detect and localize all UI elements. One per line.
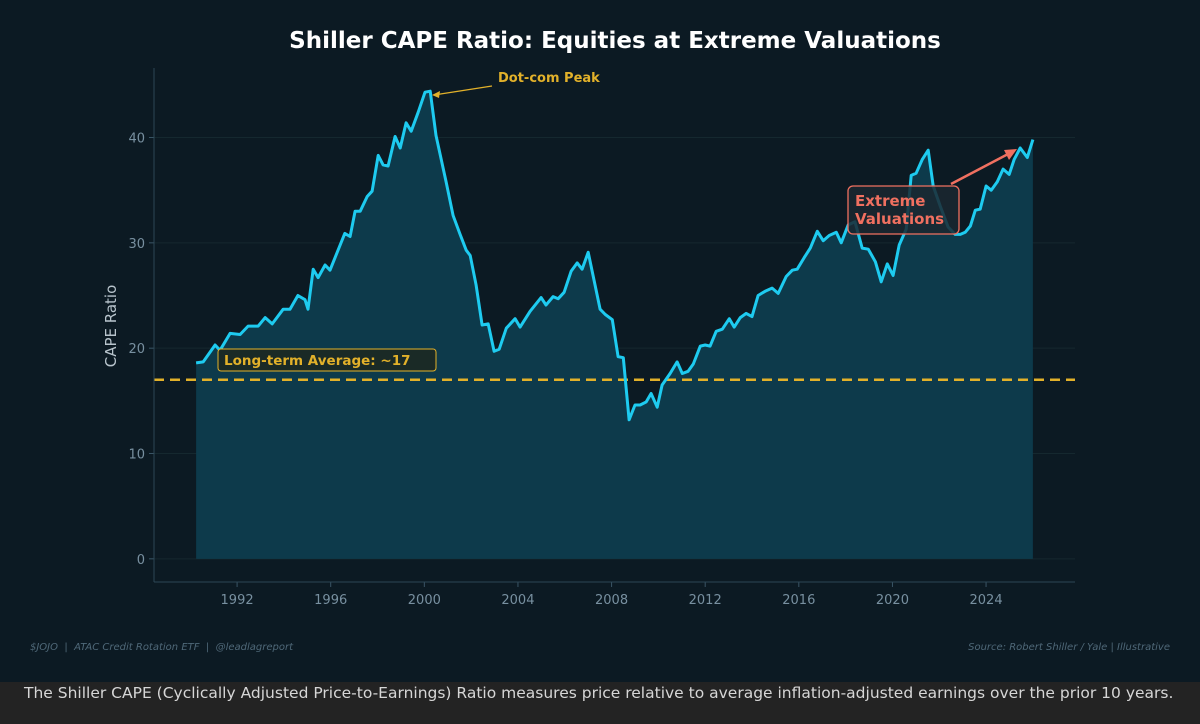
footer-right: Source: Robert Shiller / Yale | Illustra… [968,642,1170,653]
caption: The Shiller CAPE (Cyclically Adjusted Pr… [0,682,1200,724]
x-tick-label: 2012 [689,593,722,608]
extreme-valuations-label: Extreme Valuations [855,192,944,228]
x-tick-label: 2008 [595,593,628,608]
x-tick-label: 2020 [876,593,909,608]
extreme-valuations-annotation: Extreme Valuations [847,149,1017,235]
average-label: Long-term Average: ~17 [217,348,437,372]
chart-title: Shiller CAPE Ratio: Equities at Extreme … [289,28,941,54]
dotcom-annotation: Dot-com Peak [432,71,600,98]
x-tick-label: 2000 [408,593,441,608]
dotcom-peak-label: Dot-com Peak [498,71,600,86]
cape-area-fill [196,91,1033,559]
cape-chart: Shiller CAPE Ratio: Equities at Extreme … [30,28,1170,653]
y-axis-label: CAPE Ratio [102,285,120,368]
y-tick-label: 30 [128,237,145,252]
footer-left: $JOJO | ATAC Credit Rotation ETF | @lead… [30,642,294,653]
y-tick-label: 10 [128,448,145,463]
axes: 0 10 20 30 40 1992 1996 2000 2004 2008 2012 2016 202… [128,68,1075,608]
x-tick-label: 2024 [970,593,1003,608]
x-tick-label: 1992 [221,593,254,608]
x-tick-label: 2016 [782,593,815,608]
x-tick-label: 1996 [314,593,347,608]
y-tick-label: 20 [128,342,145,357]
average-label-text: Long-term Average: ~17 [224,353,411,369]
y-tick-label: 0 [137,553,145,568]
y-tick-label: 40 [128,132,145,147]
x-tick-label: 2004 [501,593,534,608]
